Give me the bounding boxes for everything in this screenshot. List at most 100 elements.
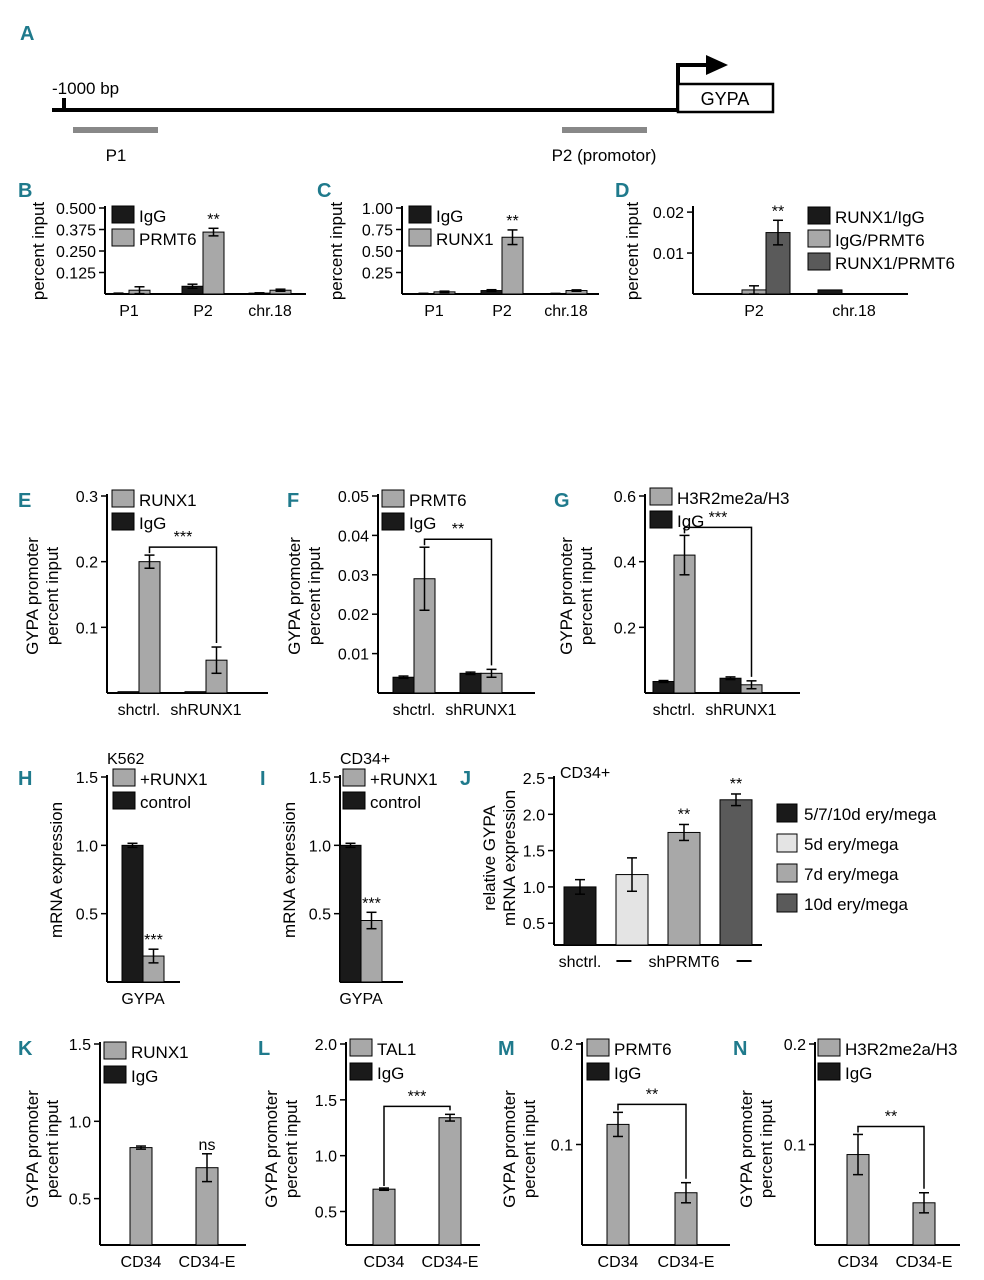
x-tick-label: CD34 xyxy=(838,1254,879,1271)
y-axis-label: GYPA promoter xyxy=(285,537,304,655)
y-tick-label: 1.5 xyxy=(69,1037,91,1054)
y-tick-label: 0.1 xyxy=(76,620,98,637)
panel-e: E 0.3 0.2 0.1 GYPA promoter percent input shct… xyxy=(18,489,268,719)
x-tick-label: CD34 xyxy=(364,1254,405,1271)
significance-marker: ** xyxy=(885,1108,897,1125)
x-tick-label: CD34 xyxy=(598,1254,639,1271)
legend-swatch xyxy=(649,487,673,506)
legend-swatch xyxy=(649,510,673,529)
significance-bracket xyxy=(148,546,218,644)
significance-marker: *** xyxy=(362,895,381,912)
y-tick-label: 1.5 xyxy=(523,844,545,861)
y-tick-label: 1.0 xyxy=(309,838,331,855)
bar xyxy=(138,561,161,694)
legend-swatch xyxy=(408,228,432,247)
y-tick-label: 0.375 xyxy=(56,223,96,240)
legend-swatch xyxy=(349,1062,373,1081)
legend-label: TAL1 xyxy=(377,1040,416,1059)
y-tick-label: 0.02 xyxy=(653,205,684,222)
legend-label: RUNX1/IgG xyxy=(835,208,925,227)
y-tick-label: 0.2 xyxy=(784,1037,806,1054)
legend-label: IgG xyxy=(139,207,166,226)
y-tick-label: 0.6 xyxy=(614,489,636,506)
panel-letter: K xyxy=(18,1038,33,1060)
legend-label: RUNX1/PRMT6 xyxy=(835,254,955,273)
y-tick-label: 2.5 xyxy=(523,771,545,788)
legend-label: IgG xyxy=(677,512,704,531)
x-tick-label: shRUNX1 xyxy=(445,702,516,719)
bar xyxy=(117,691,140,694)
chart-title: CD34+ xyxy=(560,765,610,782)
panel-letter: G xyxy=(554,490,570,512)
significance-bracket xyxy=(423,538,493,666)
x-tick-label: P2 xyxy=(492,303,512,320)
legend-swatch xyxy=(776,893,798,913)
bar xyxy=(372,1188,396,1246)
x-tick-label: chr.18 xyxy=(544,303,588,320)
y-tick-label: 0.5 xyxy=(69,1192,91,1209)
legend-label: 5d ery/mega xyxy=(804,835,899,854)
y-tick-label: 0.75 xyxy=(362,223,393,240)
legend-label: +RUNX1 xyxy=(370,770,438,789)
x-tick-label: shctrl. xyxy=(653,702,696,719)
y-tick-label: 0.2 xyxy=(551,1037,573,1054)
bar xyxy=(817,289,843,295)
significance-marker: ** xyxy=(678,806,690,823)
panel-letter: F xyxy=(287,490,299,512)
panel-letter: I xyxy=(260,768,266,790)
x-tick-label: shctrl. xyxy=(393,702,436,719)
legend-swatch xyxy=(349,1038,373,1057)
legend-swatch xyxy=(112,791,136,810)
significance-bracket xyxy=(683,526,753,677)
y-axis-label: percent input xyxy=(623,202,642,301)
bar xyxy=(501,236,524,295)
legend-swatch xyxy=(111,512,135,531)
legend-label: IgG xyxy=(614,1064,641,1083)
y-tick-label: 0.04 xyxy=(338,528,369,545)
legend-label: 7d ery/mega xyxy=(804,865,899,884)
legend-label: IgG xyxy=(436,207,463,226)
y-tick-label: 0.25 xyxy=(362,266,393,283)
bp-label: -1000 bp xyxy=(52,79,119,98)
y-axis-label: percent input xyxy=(520,1100,539,1199)
bar xyxy=(673,554,696,694)
chart-title: K562 xyxy=(107,751,144,768)
panel-letter: M xyxy=(498,1038,515,1060)
x-tick-label: chr.18 xyxy=(832,303,876,320)
x-tick-label: shRUNX1 xyxy=(170,702,241,719)
y-tick-label: 0.03 xyxy=(338,568,369,585)
panel-i: I 1.5 1.0 0.5 mRNA expression CD34+ GYPA *** +RU… xyxy=(260,751,438,1008)
bar xyxy=(392,676,415,694)
bar xyxy=(184,691,207,694)
y-tick-label: 0.01 xyxy=(338,647,369,664)
tss-arrowhead-icon xyxy=(706,55,728,75)
y-axis-label: GYPA promoter xyxy=(557,537,576,655)
legend-swatch xyxy=(381,489,405,508)
bar xyxy=(606,1123,630,1246)
x-tick-label: shctrl. xyxy=(559,954,602,971)
y-axis-label: percent input xyxy=(43,547,62,646)
significance-bracket xyxy=(617,1103,687,1179)
y-tick-label: 0.50 xyxy=(362,244,393,261)
legend-label: H3R2me2a/H3 xyxy=(845,1040,957,1059)
y-tick-label: 0.5 xyxy=(523,916,545,933)
significance-marker: ns xyxy=(199,1137,216,1154)
legend-label: RUNX1 xyxy=(131,1043,189,1062)
legend-label: H3R2me2a/H3 xyxy=(677,489,789,508)
legend-swatch xyxy=(342,768,366,787)
x-tick-label: P2 xyxy=(744,303,764,320)
legend-swatch xyxy=(111,489,135,508)
legend-label: RUNX1 xyxy=(436,230,494,249)
significance-marker: *** xyxy=(174,529,193,546)
legend-swatch xyxy=(381,512,405,531)
probe-p1-bar xyxy=(73,127,158,133)
legend-label: IgG/PRMT6 xyxy=(835,231,925,250)
panel-letter: H xyxy=(18,768,32,790)
y-axis-label: mRNA expression xyxy=(280,802,299,938)
y-tick-label: 0.125 xyxy=(56,266,96,283)
legend-label: RUNX1 xyxy=(139,491,197,510)
panel-k: K 1.5 1.0 0.5 GYPA promoter percent input CD34… xyxy=(18,1037,246,1271)
bar xyxy=(121,844,144,983)
significance-marker: ** xyxy=(506,213,518,230)
